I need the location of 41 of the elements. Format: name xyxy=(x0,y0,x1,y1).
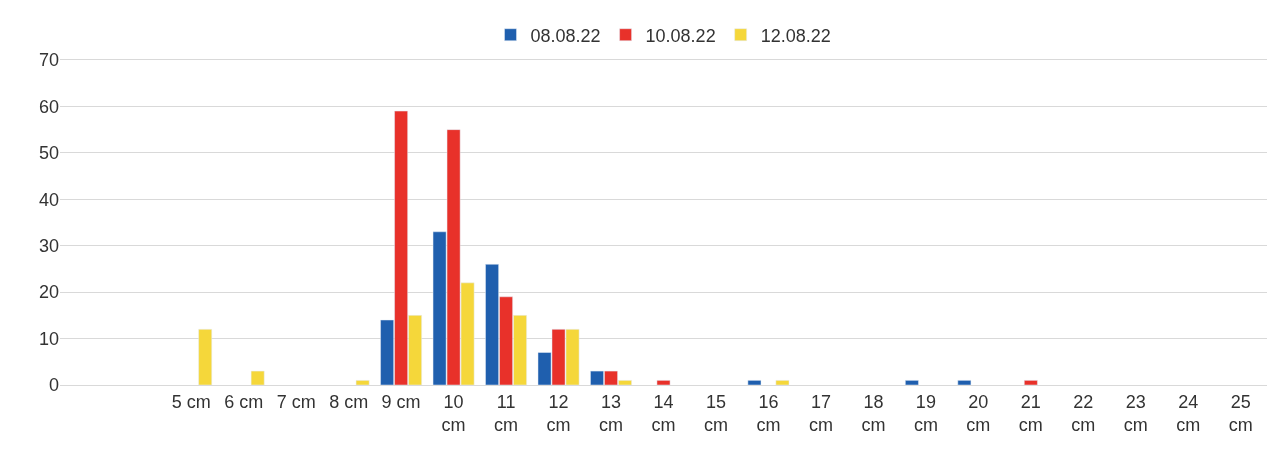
bar xyxy=(250,370,265,385)
bar xyxy=(355,380,370,385)
x-tick-label: 19 cm xyxy=(913,391,938,435)
legend-label: 12.08.22 xyxy=(760,25,831,46)
x-tick-label: 14 cm xyxy=(651,391,676,435)
bar xyxy=(198,329,212,385)
x-tick-label: 22 cm xyxy=(1071,391,1096,435)
bar xyxy=(775,380,790,385)
x-tick-label: 15 cm xyxy=(703,391,728,435)
y-tick-label: 40 xyxy=(38,189,59,210)
x-tick-label: 11 cm xyxy=(494,391,519,435)
bar xyxy=(656,380,671,385)
x-tick-label: 10 cm xyxy=(441,391,466,435)
legend-label: 10.08.22 xyxy=(645,25,716,46)
x-tick-label: 8 cm xyxy=(329,391,369,412)
y-tick-label: 50 xyxy=(38,143,59,164)
legend-label: 08.08.22 xyxy=(530,25,601,46)
x-tick-label: 21 cm xyxy=(1018,391,1043,435)
x-tick-label: 7 cm xyxy=(276,391,316,412)
x-tick-label: 25 cm xyxy=(1228,391,1253,435)
y-tick-label: 70 xyxy=(38,50,59,71)
x-tick-label: 5 cm xyxy=(171,391,211,412)
x-tick-label: 12 cm xyxy=(546,391,571,435)
y-tick-label: 60 xyxy=(38,96,59,117)
y-tick-label: 30 xyxy=(38,236,59,257)
bar xyxy=(905,380,919,385)
bar xyxy=(1024,380,1038,385)
bar xyxy=(957,380,972,385)
x-tick-label: 6 cm xyxy=(224,391,264,412)
y-tick-label: 20 xyxy=(38,282,59,303)
y-tick-label: 0 xyxy=(48,375,59,396)
x-tick-label: 16 cm xyxy=(756,391,781,435)
x-tick-label: 9 cm xyxy=(381,391,421,412)
y-tick-label: 10 xyxy=(38,328,59,349)
x-tick-label: 17 cm xyxy=(808,391,833,435)
x-tick-label: 20 cm xyxy=(966,391,991,435)
x-tick-label: 24 cm xyxy=(1176,391,1201,435)
x-tick-label: 18 cm xyxy=(861,391,886,435)
x-tick-label: 23 cm xyxy=(1123,391,1148,435)
x-tick-label: 13 cm xyxy=(599,391,624,435)
bar xyxy=(747,380,762,385)
